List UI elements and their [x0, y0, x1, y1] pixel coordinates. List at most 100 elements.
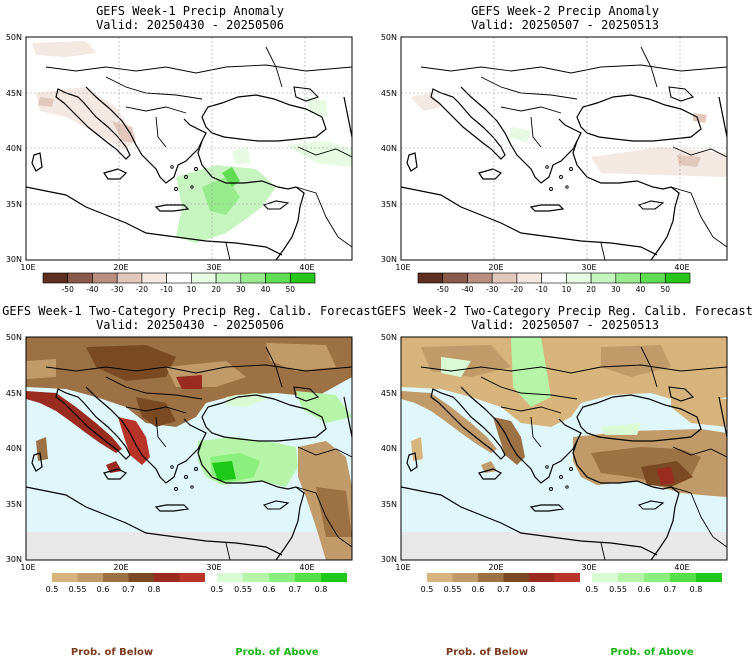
colorbar-swatch: [240, 272, 266, 284]
lon-tick-label: 20E: [113, 263, 128, 272]
lon-tick-label: 20E: [488, 563, 503, 572]
colorbar-label: -30: [111, 285, 123, 294]
lat-tick-label: 30N: [6, 555, 22, 564]
lon-tick-label: 20E: [488, 263, 503, 272]
panel-subtitle: Valid: 20250430 - 20250506: [96, 318, 284, 332]
map-week1-anomaly: [25, 36, 353, 261]
colorbar-swatch: [265, 272, 291, 284]
lat-tick-label: 50N: [381, 33, 397, 42]
above-colorbar-swatch: [269, 573, 295, 582]
lat-tick-label: 35N: [381, 200, 397, 209]
colorbar-label: 10: [187, 285, 197, 294]
lon-tick-label: 40E: [299, 263, 314, 272]
colorbar-label: -50: [62, 285, 74, 294]
above-colorbar-label: 0.7: [664, 585, 677, 594]
lon-tick-label: 10E: [20, 563, 35, 572]
map-week2-anomaly: [400, 36, 728, 261]
colorbar-swatch: [442, 272, 468, 284]
lon-tick-label: 10E: [20, 263, 35, 272]
above-colorbar-swatch: [217, 573, 243, 582]
graticule: [26, 37, 352, 260]
colorbar-swatch: [215, 272, 242, 284]
below-colorbar-swatch: [503, 573, 529, 582]
colorbar-label: -20: [511, 285, 523, 294]
map-week1-probability: [25, 336, 353, 561]
below-colorbar-swatch: [77, 573, 103, 582]
colorbar-swatch: [166, 272, 192, 284]
colorbar-label: 30: [236, 285, 246, 294]
below-colorbar-label: 0.7: [122, 585, 135, 594]
lat-tick-label: 45N: [6, 89, 22, 98]
colorbar-label: 40: [636, 285, 646, 294]
panel-title: GEFS Week-1 Two-Category Precip Reg. Cal…: [2, 304, 378, 318]
lon-tick-label: 30E: [206, 563, 221, 572]
above-colorbar-swatch: [696, 573, 722, 582]
above-colorbar-label: 0.55: [609, 585, 627, 594]
colorbar-swatch: [590, 272, 617, 284]
below-colorbar-swatch: [52, 573, 78, 582]
panel-subtitle: Valid: 20250430 - 20250506: [96, 18, 284, 32]
above-colorbar-swatch: [644, 573, 670, 582]
above-colorbar-label: 0.5: [211, 585, 224, 594]
lat-tick-label: 30N: [381, 555, 397, 564]
lon-axis: 10E 20E 30E 40E: [395, 263, 689, 272]
colorbar-swatch: [116, 272, 143, 284]
panel-title: GEFS Week-2 Precip Anomaly: [471, 4, 659, 18]
lat-axis: 50N 45N 40N 35N 30N: [381, 33, 397, 264]
colorbar-label: 30: [611, 285, 621, 294]
lat-tick-label: 35N: [6, 500, 22, 509]
colorbar-swatch: [541, 272, 567, 284]
colorbar-swatch: [467, 272, 493, 284]
lat-tick-label: 50N: [6, 33, 22, 42]
prob-below-label: Prob. of Below: [71, 647, 153, 658]
above-colorbar-label: 0.6: [263, 585, 276, 594]
panel-week2-anomaly: GEFS Week-2 Precip Anomaly Valid: 202505…: [381, 4, 728, 294]
above-colorbar-swatch: [243, 573, 269, 582]
probability-field: [401, 337, 727, 560]
colorbar-swatch: [92, 272, 118, 284]
above-colorbar-label: 0.8: [690, 585, 703, 594]
colorbar-label: 20: [211, 285, 221, 294]
lon-axis: 10E 20E 30E 40E: [395, 563, 689, 572]
below-colorbar-swatch: [128, 573, 154, 582]
lon-tick-label: 40E: [674, 263, 689, 272]
above-colorbar-label: 0.6: [638, 585, 651, 594]
colorbar-swatch: [141, 272, 167, 284]
colorbar-label: -40: [461, 285, 473, 294]
below-colorbar-swatch: [554, 573, 580, 582]
colorbar-swatch: [42, 272, 69, 284]
colorbar-swatch: [67, 272, 93, 284]
colorbar-label: 20: [586, 285, 596, 294]
colorbar-swatch: [615, 272, 641, 284]
lat-tick-label: 45N: [6, 389, 22, 398]
lon-tick-label: 30E: [581, 263, 596, 272]
lat-axis: 50N 45N 40N 35N 30N: [6, 33, 22, 264]
colorbar-label: -30: [486, 285, 498, 294]
panel-title: GEFS Week-1 Precip Anomaly: [96, 4, 284, 18]
lon-tick-label: 10E: [395, 563, 410, 572]
below-colorbar-swatch: [529, 573, 555, 582]
lat-axis: 50N 45N 40N 35N 30N: [381, 333, 397, 564]
lat-tick-label: 35N: [381, 500, 397, 509]
anomaly-colorbar: -50 -40 -30 -20 -10 10 20 30 40 50: [417, 272, 691, 294]
prob-above-label: Prob. of Above: [235, 647, 319, 658]
lat-tick-label: 40N: [381, 144, 397, 153]
panel-subtitle: Valid: 20250507 - 20250513: [471, 18, 659, 32]
lon-tick-label: 10E: [395, 263, 410, 272]
lat-tick-label: 50N: [6, 333, 22, 342]
map-week2-probability: [400, 336, 728, 561]
colorbar-label: 10: [562, 285, 572, 294]
lat-tick-label: 30N: [6, 255, 22, 264]
below-colorbar-label: 0.55: [69, 585, 87, 594]
colorbar-swatch: [191, 272, 217, 284]
probability-colorbars: 0.5 0.55 0.6 0.7 0.8 0.5 0.55 0.6 0.7 0.8: [421, 573, 722, 594]
above-colorbar-swatch: [670, 573, 696, 582]
lon-tick-label: 30E: [581, 563, 596, 572]
colorbar-label: -10: [161, 285, 173, 294]
lon-axis: 10E 20E 30E 40E: [20, 563, 314, 572]
lon-tick-label: 20E: [113, 563, 128, 572]
below-colorbar-label: 0.6: [97, 585, 110, 594]
below-colorbar-label: 0.5: [421, 585, 434, 594]
colorbar-label: -50: [437, 285, 449, 294]
above-colorbar-label: 0.5: [586, 585, 599, 594]
